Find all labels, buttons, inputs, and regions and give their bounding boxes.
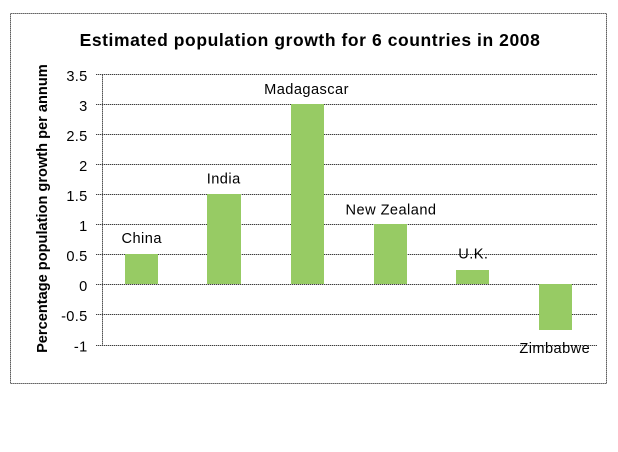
svg-text:China: China (122, 231, 163, 247)
svg-text:Estimated population growth fo: Estimated population growth for 6 countr… (80, 30, 541, 50)
svg-text:2.5: 2.5 (66, 129, 87, 145)
svg-text:2: 2 (79, 159, 87, 175)
svg-text:India: India (207, 171, 241, 187)
svg-text:U.K.: U.K. (458, 247, 488, 263)
svg-text:New Zealand: New Zealand (346, 203, 437, 219)
svg-text:1: 1 (79, 219, 87, 235)
svg-text:0.5: 0.5 (66, 249, 87, 265)
svg-text:3: 3 (79, 99, 87, 115)
svg-text:3.5: 3.5 (66, 69, 87, 85)
svg-text:Madagascar: Madagascar (264, 82, 349, 98)
svg-text:-0.5: -0.5 (61, 309, 87, 325)
svg-text:Zimbabwe: Zimbabwe (519, 341, 590, 357)
svg-text:0: 0 (79, 279, 87, 295)
svg-text:Percentage population growth p: Percentage population growth per annum (35, 64, 51, 353)
svg-text:1.5: 1.5 (66, 189, 87, 205)
svg-text:-1: -1 (74, 339, 88, 355)
